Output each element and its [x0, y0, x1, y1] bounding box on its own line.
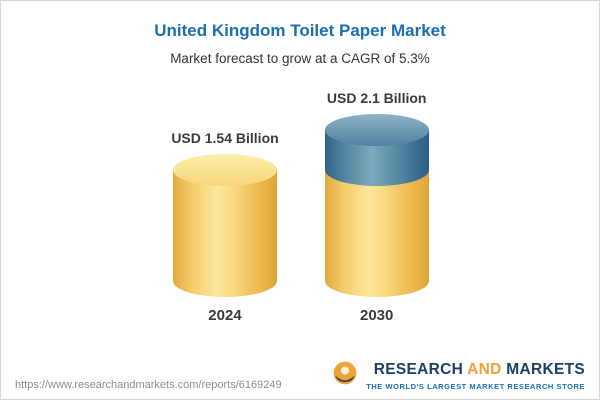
brand-word-and: AND	[467, 360, 502, 378]
brand-logo: RESEARCH AND MARKETS THE WORLD'S LARGEST…	[332, 360, 585, 391]
cylinder-bar-2024	[172, 154, 277, 297]
footer: https://www.researchandmarkets.com/repor…	[15, 360, 585, 392]
brand-name: RESEARCH AND MARKETS	[366, 361, 585, 379]
research-and-markets-logo-icon	[332, 360, 358, 391]
cylinder-base-segment	[324, 170, 429, 297]
page-subtitle: Market forecast to grow at a CAGR of 5.3…	[170, 51, 430, 66]
chart-column-2024: USD 1.54 Billion 2024	[171, 130, 278, 324]
category-label: 2030	[359, 307, 394, 324]
category-label: 2024	[208, 307, 242, 324]
cylinder-top-ellipse	[172, 154, 277, 186]
brand-word-research: RESEARCH	[373, 360, 464, 378]
bar-value-label: USD 2.1 Billion	[326, 90, 427, 106]
cylinder-bar-chart: USD 1.54 Billion 2024 USD 2.1 Billion 2030	[1, 72, 599, 324]
bar-value-label: USD 1.54 Billion	[171, 130, 279, 146]
brand-tagline: THE WORLD'S LARGEST MARKET RESEARCH STOR…	[366, 381, 585, 391]
report-url-link[interactable]: https://www.researchandmarkets.com/repor…	[15, 379, 282, 391]
brand-text: RESEARCH AND MARKETS THE WORLD'S LARGEST…	[366, 361, 585, 391]
cylinder-top-ellipse	[324, 114, 429, 146]
cylinder-bar-2030	[324, 114, 429, 297]
chart-header: United Kingdom Toilet Paper Market Marke…	[1, 1, 599, 66]
cylinder-base-segment	[172, 170, 277, 297]
brand-word-markets: MARKETS	[506, 360, 585, 378]
page-title: United Kingdom Toilet Paper Market	[154, 21, 446, 40]
chart-column-2030: USD 2.1 Billion 2030	[324, 90, 429, 324]
